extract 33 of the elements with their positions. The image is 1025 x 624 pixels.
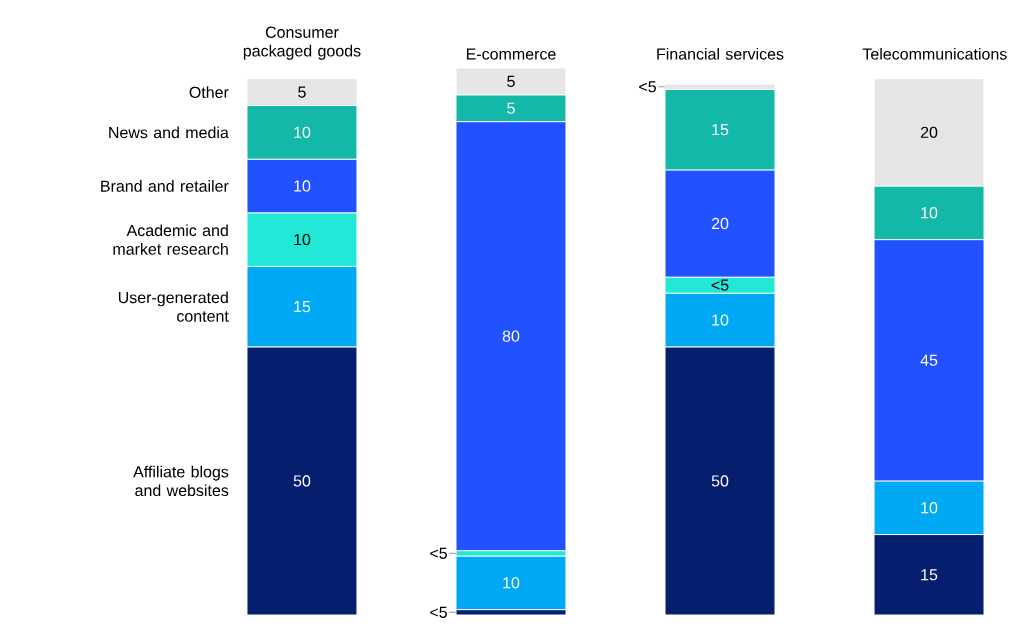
series-label: Brand and retailer — [101, 180, 229, 192]
series-label: Other — [189, 86, 229, 98]
data-label: <5 — [639, 81, 656, 93]
data-label: 5 — [507, 102, 515, 114]
data-label: <5 — [430, 606, 447, 618]
x-tick-label: Financial services — [657, 47, 784, 60]
data-label: 15 — [921, 569, 938, 581]
data-label: 15 — [712, 124, 729, 136]
data-label: 10 — [712, 314, 729, 326]
data-label: 5 — [298, 86, 306, 98]
x-tick-label: E-commerce — [466, 48, 556, 60]
series-label: News and media — [109, 126, 229, 139]
data-label: 10 — [294, 233, 311, 246]
data-label: 10 — [921, 207, 938, 219]
data-label: 20 — [920, 126, 938, 138]
series-label: Academic and market research — [113, 224, 228, 255]
data-label: 10 — [294, 126, 311, 138]
data-label: 5 — [507, 75, 515, 87]
data-label: <5 — [430, 547, 447, 559]
data-label: 80 — [502, 330, 520, 342]
data-label: 50 — [711, 475, 729, 487]
data-label: 10 — [503, 577, 520, 589]
x-tick-label: Consumer packaged goods — [243, 26, 361, 60]
series-label: Affiliate blogs and websites — [133, 465, 229, 497]
data-label: 15 — [294, 301, 311, 313]
x-tick-label: Telecommunications — [862, 47, 1007, 60]
data-label: 20 — [711, 217, 729, 230]
data-label: <5 — [711, 279, 729, 291]
data-label: 50 — [293, 475, 311, 487]
data-label: 10 — [921, 502, 938, 514]
data-label: 10 — [294, 180, 311, 192]
data-label: 45 — [920, 354, 938, 366]
series-label: User-generated content — [118, 291, 229, 322]
